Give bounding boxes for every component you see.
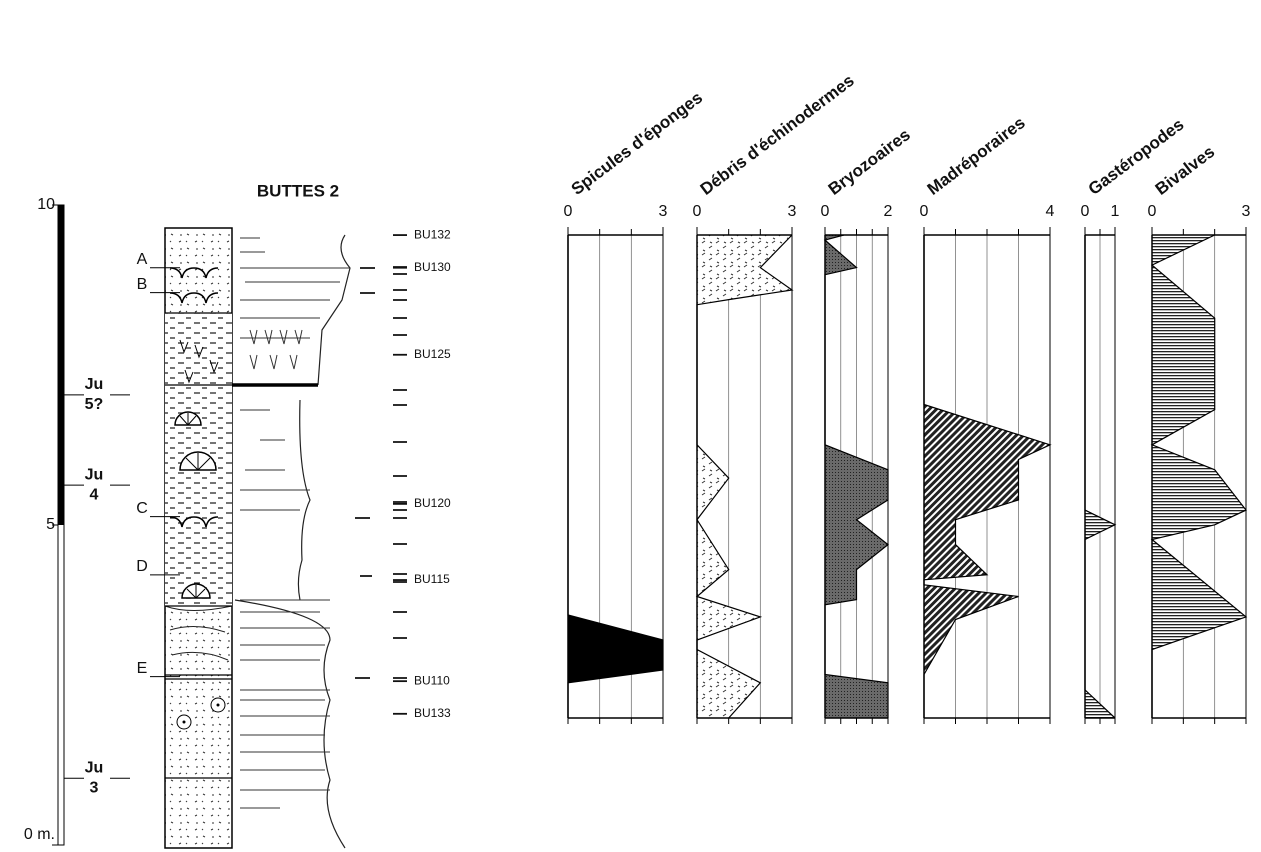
bedding-line [240, 237, 350, 809]
curve [923, 235, 1052, 718]
x-tick-label: 3 [659, 203, 668, 220]
x-tick-label: 3 [788, 203, 797, 220]
sample-label: BU110 [414, 673, 450, 687]
lithology-column [164, 227, 407, 849]
cross-beds [164, 605, 233, 661]
sample-dash [393, 266, 407, 679]
unit-index: 5? [85, 396, 104, 413]
unit-name: Ju [85, 376, 104, 393]
x-tick-label: 2 [884, 203, 893, 220]
area-fill [924, 235, 1050, 718]
x-tick-label: 0 [1081, 203, 1090, 220]
area-fill [1152, 235, 1246, 718]
burrow-symbol [179, 339, 219, 384]
coral-symbol [174, 411, 217, 599]
x-tick-label: 4 [1046, 203, 1055, 220]
sample-label: BU130 [414, 260, 451, 274]
x-tick-label: 0 [1148, 203, 1157, 220]
scale-label: 0 m. [24, 826, 55, 843]
oolite-symbol [182, 720, 186, 724]
sample-label: BU115 [414, 572, 450, 586]
area-fill [568, 235, 663, 718]
marker-label: C [136, 500, 148, 517]
scale-label: 5 [46, 516, 55, 533]
hardground-symbol [169, 267, 219, 528]
panel-title: Bivalves [1152, 142, 1219, 199]
area-fill [825, 235, 888, 718]
unit-index: 4 [90, 486, 99, 503]
bioturbation [249, 329, 303, 370]
bed-boundary [165, 312, 232, 779]
curve [1150, 234, 1248, 718]
unit-index: 3 [90, 779, 99, 796]
unit-name: Ju [85, 466, 104, 483]
coral-rays [179, 413, 211, 599]
sample-label: BU120 [414, 496, 451, 510]
weathering-profile [232, 234, 351, 849]
marker-label: A [137, 251, 148, 268]
oolite-symbol [216, 703, 220, 707]
log-title: BUTTES 2 [257, 181, 339, 200]
panel-title: Spicules d'éponges [568, 88, 706, 199]
x-tick-label: 0 [564, 203, 573, 220]
marker-label: E [137, 660, 148, 677]
sample-dash [355, 267, 375, 679]
panel-title: Bryozoaires [825, 125, 914, 199]
x-tick-label: 0 [821, 203, 830, 220]
x-tick-label: 0 [920, 203, 929, 220]
sample-label: BU133 [414, 706, 451, 720]
x-tick-label: 0 [693, 203, 702, 220]
marker-label: B [137, 276, 148, 293]
sample-label: BU125 [414, 347, 451, 361]
scale-bar-upper [58, 205, 64, 525]
unit-name: Ju [85, 759, 104, 776]
x-tick-label: 1 [1111, 203, 1120, 220]
x-tick-label: 3 [1242, 203, 1251, 220]
scale-label: 10 [37, 196, 55, 213]
marker-label: D [136, 558, 148, 575]
sample-label: BU132 [414, 227, 451, 241]
panel-title: Madréporaires [924, 113, 1029, 199]
